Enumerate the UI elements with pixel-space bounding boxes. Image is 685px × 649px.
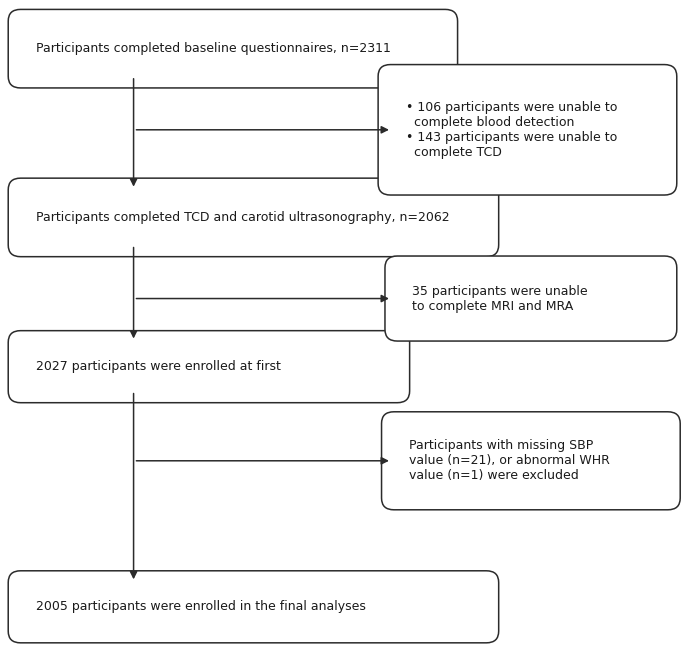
FancyBboxPatch shape (8, 331, 410, 402)
FancyBboxPatch shape (8, 571, 499, 643)
Text: 2027 participants were enrolled at first: 2027 participants were enrolled at first (36, 360, 280, 373)
FancyBboxPatch shape (378, 64, 677, 195)
FancyBboxPatch shape (382, 412, 680, 510)
FancyBboxPatch shape (8, 178, 499, 256)
Text: Participants completed baseline questionnaires, n=2311: Participants completed baseline question… (36, 42, 390, 55)
Text: • 106 participants were unable to
  complete blood detection
• 143 participants : • 106 participants were unable to comple… (406, 101, 617, 159)
Text: 2005 participants were enrolled in the final analyses: 2005 participants were enrolled in the f… (36, 600, 366, 613)
Text: 35 participants were unable
to complete MRI and MRA: 35 participants were unable to complete … (412, 284, 588, 313)
FancyBboxPatch shape (385, 256, 677, 341)
Text: Participants completed TCD and carotid ultrasonography, n=2062: Participants completed TCD and carotid u… (36, 211, 449, 224)
Text: Participants with missing SBP
value (n=21), or abnormal WHR
value (n=1) were exc: Participants with missing SBP value (n=2… (409, 439, 610, 482)
FancyBboxPatch shape (8, 9, 458, 88)
